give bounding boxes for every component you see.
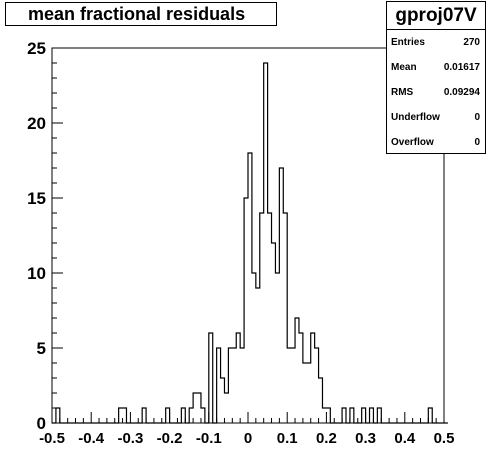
stats-label: Entries — [391, 37, 425, 48]
stats-label: Mean — [391, 62, 417, 73]
stats-row-entries: Entries 270 — [387, 37, 485, 53]
stats-label: Underflow — [391, 112, 440, 123]
x-tick-label: 0 — [244, 430, 252, 447]
stats-row-rms: RMS 0.09294 — [387, 87, 485, 103]
title-box: mean fractional residuals — [5, 2, 277, 26]
stats-row-underflow: Underflow 0 — [387, 112, 485, 128]
x-tick-label: -0.4 — [78, 430, 105, 447]
x-tick-labels: -0.5 -0.4 -0.3 -0.2 -0.1 0 0.1 0.2 0.3 0.4 0.5 — [39, 430, 454, 447]
chart-title: mean fractional residuals — [28, 4, 246, 24]
stats-label: Overflow — [391, 137, 434, 148]
x-tick-label: 0.5 — [434, 430, 455, 447]
stats-box: gproj07V Entries 270 Mean 0.01617 RMS 0.… — [386, 1, 486, 154]
y-tick-label: 25 — [27, 39, 46, 58]
stats-value: 0.01617 — [443, 62, 480, 73]
y-tick-label: 10 — [27, 264, 46, 283]
y-tick-label: 15 — [27, 189, 46, 208]
stats-value: 0 — [474, 112, 480, 123]
y-tick-labels: 0 5 10 15 20 25 — [27, 39, 46, 433]
stats-value: 0.09294 — [443, 87, 480, 98]
x-tick-label: -0.2 — [157, 430, 183, 447]
stats-value: 0 — [474, 137, 480, 148]
stats-value: 270 — [463, 37, 480, 48]
y-tick-label: 0 — [37, 414, 46, 433]
x-tick-label: -0.5 — [39, 430, 65, 447]
stats-row-overflow: Overflow 0 — [387, 137, 485, 153]
x-tick-label: 0.4 — [394, 430, 416, 447]
histogram-line — [52, 62, 448, 424]
x-tick-label: 0.3 — [355, 430, 376, 447]
y-tick-label: 5 — [37, 339, 46, 358]
x-tick-label: -0.3 — [117, 430, 143, 447]
stats-histogram-name: gproj07V — [387, 2, 485, 30]
x-tick-label: 0.1 — [277, 430, 298, 447]
y-tick-label: 20 — [27, 114, 46, 133]
stats-row-mean: Mean 0.01617 — [387, 62, 485, 78]
stats-label: RMS — [391, 87, 414, 98]
x-tick-label: -0.1 — [196, 430, 222, 447]
x-tick-label: 0.2 — [316, 430, 337, 447]
